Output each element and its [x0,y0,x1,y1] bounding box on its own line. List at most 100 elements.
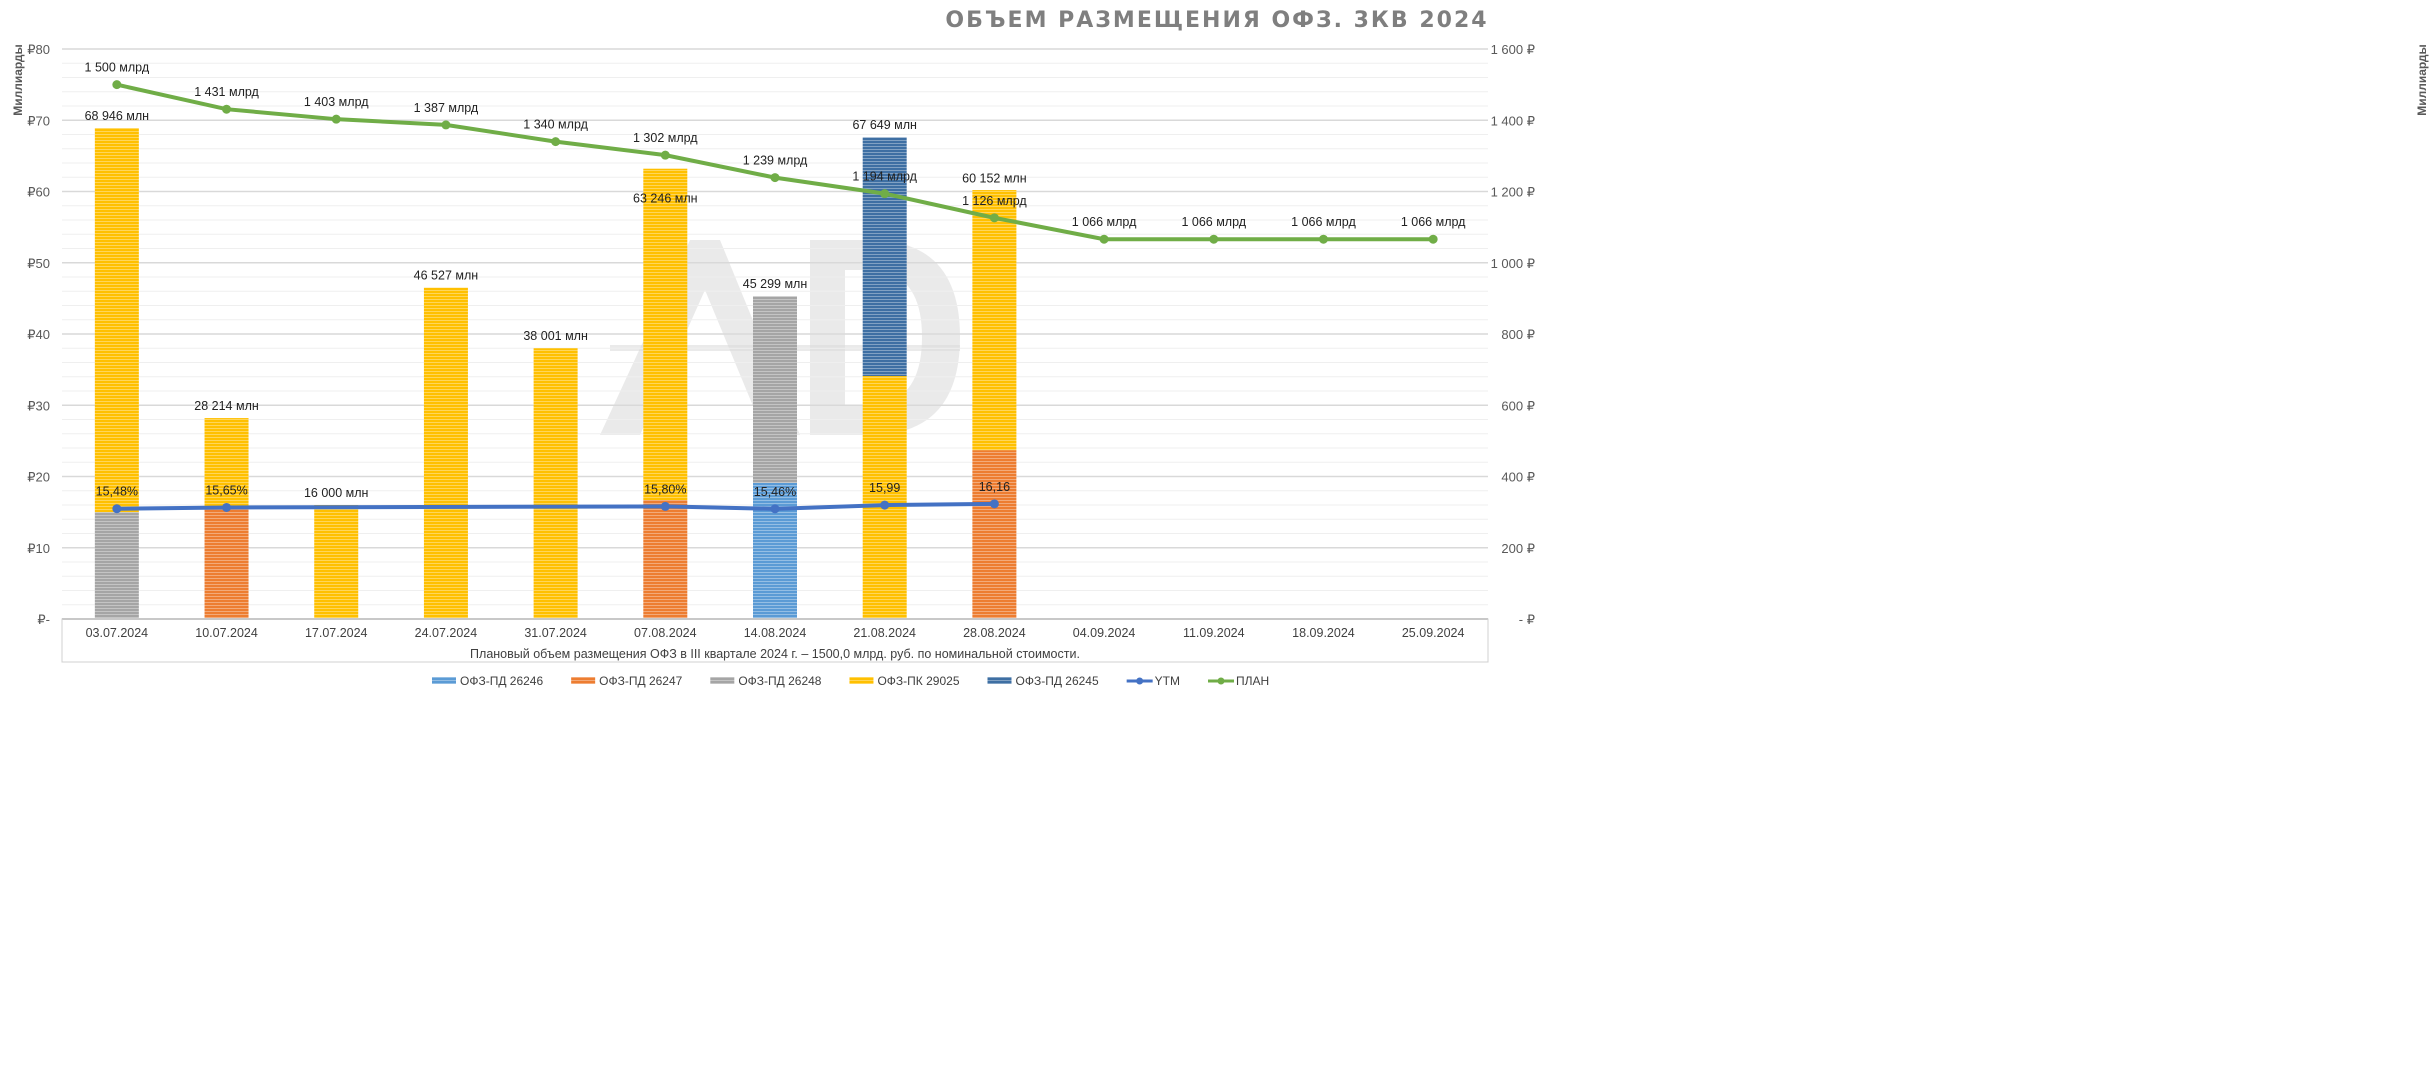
x-tick-label: 07.08.2024 [634,626,697,640]
legend-item: ОФЗ-ПК 29025 [849,674,960,688]
plan-data-label: 1 194 млрд [852,170,917,184]
legend-item: ОФЗ-ПД 26248 [710,674,822,688]
y2-tick-label: 1 600 ₽ [1491,42,1535,57]
line-point [660,501,670,511]
line-point [331,114,341,124]
x-axis-title: Плановый объем размещения ОФЗ в III квар… [470,647,1080,661]
y2-tick-label: 400 ₽ [1501,470,1535,485]
plan-data-label: 1 126 млрд [962,194,1027,208]
legend-swatch [849,677,874,684]
x-axis-box [61,618,1489,663]
total-data-label: 63 246 млн [633,191,698,205]
y-tick-label: ₽80 [27,42,50,57]
plan-data-label: 1 431 млрд [194,85,259,99]
y-tick-label: ₽- [37,612,50,627]
y-axis-label-right: Миллиарды [2415,44,2429,116]
plan-data-label: 1 387 млрд [414,101,479,115]
plan-data-label: 1 403 млрд [304,95,369,109]
y2-tick-label: 800 ₽ [1501,327,1535,342]
legend-label: ОФЗ-ПД 26245 [1016,674,1099,688]
bar-segment [94,128,139,513]
x-tick-label: 04.09.2024 [1073,626,1136,640]
plan-data-label: 1 340 млрд [523,118,588,132]
plan-data-label: 1 302 млрд [633,131,698,145]
legend: ОФЗ-ПД 26246 ОФЗ-ПД 26247 ОФЗ-ПД 26248 ОФЗ-… [432,674,1269,688]
line-point [1318,234,1328,244]
bar-segment [204,418,249,508]
line-point [222,502,232,512]
legend-swatch [571,677,596,684]
series-line-YTM [116,501,995,511]
bar-segment [94,512,139,619]
ytm-data-label: 15,99 [869,481,900,495]
plan-data-label: 1 066 млрд [1291,215,1356,229]
bar-segment [423,287,468,619]
legend-item: YTM [1126,674,1180,688]
ytm-data-label: 16,16 [979,480,1010,494]
y2-tick-label: 200 ₽ [1501,541,1535,556]
line-point [770,173,780,183]
line-point [880,189,890,199]
ytm-data-label: 15,48% [96,485,138,499]
y-tick-label: ₽50 [27,256,50,271]
line-point [112,80,122,90]
x-tick-label: 18.09.2024 [1292,626,1355,640]
line-point [660,150,670,160]
ytm-data-label: 15,80% [644,482,686,496]
x-tick-label: 31.07.2024 [524,626,587,640]
y-tick-label: ₽60 [27,185,50,200]
total-data-label: 38 001 млн [523,329,588,343]
y-tick-label: ₽20 [27,470,50,485]
x-tick-label: 03.07.2024 [86,626,149,640]
y2-tick-label: 1 000 ₽ [1491,256,1535,271]
x-tick-label: 25.09.2024 [1402,626,1465,640]
x-tick-label: 10.07.2024 [195,626,258,640]
legend-swatch [710,677,735,684]
line-point [222,104,232,114]
plan-data-label: 1 066 млрд [1401,215,1466,229]
total-data-label: 16 000 млн [304,486,369,500]
legend-swatch [432,677,456,684]
y2-tick-label: 1 400 ₽ [1491,113,1535,128]
legend-label: YTM [1155,674,1180,688]
legend-swatch [987,677,1012,684]
plan-data-label: 1 066 млрд [1181,215,1246,229]
legend-label: ОФЗ-ПК 29025 [877,674,959,688]
bar-segment [643,500,688,619]
total-data-label: 60 152 млн [962,171,1027,185]
x-tick-label: 28.08.2024 [963,626,1026,640]
bar-segment [862,137,907,377]
line-point [1209,234,1219,244]
x-tick-label: 17.07.2024 [305,626,368,640]
total-data-label: 28 214 млн [194,399,259,413]
x-tick-label: 21.08.2024 [853,626,916,640]
plan-data-label: 1 066 млрд [1072,215,1137,229]
y-tick-label: ₽10 [27,541,50,556]
y-tick-label: ₽70 [27,113,50,128]
line-point [551,137,561,147]
legend-item: ОФЗ-ПД 26245 [987,674,1099,688]
line-point [989,499,999,509]
bar-segment [753,296,797,483]
x-tick-label: 24.07.2024 [415,626,478,640]
line-point [112,504,122,514]
legend-item: ОФЗ-ПД 26246 [432,674,543,688]
line-point [989,213,999,223]
legend-label: ПЛАН [1236,674,1269,688]
total-data-label: 46 527 млн [414,268,479,282]
legend-label: ОФЗ-ПД 26247 [599,674,682,688]
bar-segment [314,505,359,619]
line-point [441,120,451,130]
ytm-data-label: 15,46% [754,485,796,499]
y2-tick-label: 600 ₽ [1501,398,1535,413]
legend-label: ОФЗ-ПД 26248 [738,674,821,688]
legend-label: ОФЗ-ПД 26246 [460,674,543,688]
bar-segment [753,482,797,619]
line-point [1428,234,1438,244]
y-axis-label-left: Миллиарды [11,44,25,116]
y2-tick-label: 1 200 ₽ [1491,185,1535,200]
legend-item: ОФЗ-ПД 26247 [571,674,683,688]
bar-segment [533,348,578,619]
ytm-data-label: 15,65% [205,483,247,497]
